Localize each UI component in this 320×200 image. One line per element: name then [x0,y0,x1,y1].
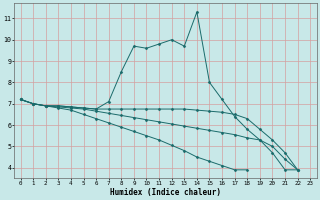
X-axis label: Humidex (Indice chaleur): Humidex (Indice chaleur) [110,188,221,197]
